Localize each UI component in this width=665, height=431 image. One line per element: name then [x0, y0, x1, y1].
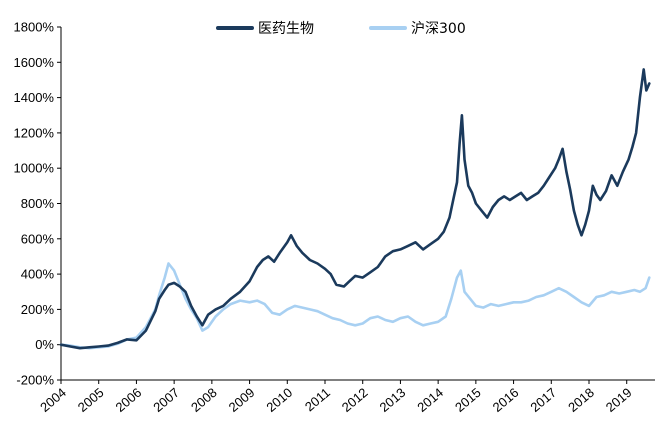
x-tick-label: 2004 [37, 385, 69, 415]
y-tick-label: 1000% [14, 161, 55, 176]
y-tick-label: 800% [21, 196, 55, 211]
y-tick-label: 1200% [14, 125, 55, 140]
y-tick-label: 400% [21, 267, 55, 282]
y-tick-label: 1400% [14, 90, 55, 105]
legend: 医药生物 沪深300 [216, 21, 466, 37]
x-tick-label: 2014 [414, 385, 446, 415]
y-tick-label: 200% [21, 302, 55, 317]
y-tick-label: -200% [16, 373, 54, 388]
x-tick-label: 2009 [226, 385, 258, 415]
x-tick-label: 2007 [150, 385, 182, 415]
legend-label-series-1: 沪深300 [411, 21, 466, 37]
x-axis: 2004 2005 2006 2007 2008 2009 2010 2011 2012 2013… [37, 379, 655, 415]
series-line-0 [59, 68, 651, 350]
y-axis: 1800% 1600% 1400% 1200% 1000% 800% 600% 400% 200… [14, 20, 62, 388]
series-line-1 [59, 262, 651, 350]
x-tick-label: 2019 [603, 385, 635, 415]
legend-label-series-0: 医药生物 [258, 21, 314, 37]
y-tick-label: 0% [35, 337, 54, 352]
x-tick-label: 2013 [377, 385, 409, 415]
x-tick-label: 2010 [263, 385, 295, 415]
x-tick-label: 2006 [113, 385, 145, 415]
x-tick-label: 2015 [452, 385, 484, 415]
x-tick-label: 2008 [188, 385, 220, 415]
x-tick-label: 2018 [565, 385, 597, 415]
x-tick-label: 2011 [302, 385, 333, 414]
x-tick-label: 2016 [490, 385, 522, 415]
plot-series [59, 68, 651, 350]
x-tick-label: 2012 [339, 385, 371, 415]
x-tick-label: 2017 [527, 385, 559, 415]
y-tick-label: 1600% [14, 55, 55, 70]
y-tick-label: 1800% [14, 20, 55, 35]
x-tick-label: 2005 [75, 385, 107, 415]
y-tick-label: 600% [21, 231, 55, 246]
